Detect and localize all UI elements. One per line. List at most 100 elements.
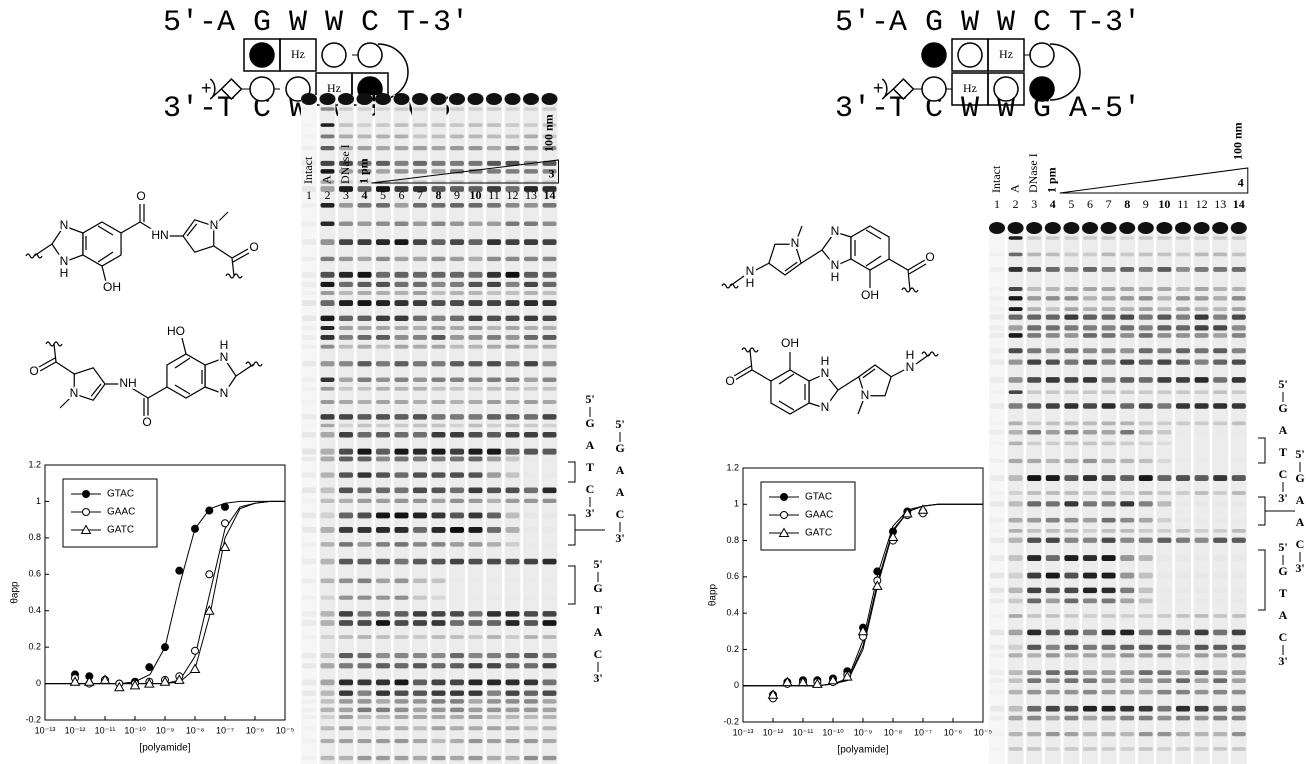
lane-number: 7 [417, 188, 423, 202]
gel-band [1120, 716, 1134, 721]
gel-band [990, 716, 1004, 721]
gel-band [1064, 678, 1078, 683]
gel-band [1195, 442, 1209, 446]
gel-band [432, 146, 446, 150]
gel-band [469, 635, 483, 639]
gel-band [376, 146, 390, 150]
gel-band [413, 691, 427, 696]
gel-band [487, 272, 501, 278]
gel-band [1232, 296, 1246, 300]
gel-band [1064, 491, 1078, 495]
gel-band [1009, 518, 1023, 523]
gel-band [1139, 236, 1153, 239]
gel-band [432, 239, 446, 245]
gel-band [1213, 716, 1227, 721]
gel-band [376, 361, 390, 366]
gel-band [450, 203, 464, 208]
gel-well [412, 93, 428, 105]
gel-band [450, 487, 464, 493]
gel-band [524, 414, 538, 419]
gel-band [358, 300, 372, 306]
lane-number: 4 [1050, 197, 1056, 211]
atom-label: OH [103, 280, 121, 294]
gel-band [321, 635, 335, 639]
gel-band [339, 611, 353, 616]
gel-band [395, 756, 409, 760]
lane-number: 12 [507, 188, 519, 202]
gel-band [506, 239, 520, 245]
gel-band [432, 424, 446, 428]
gel-band [506, 123, 520, 127]
gel-band [1176, 325, 1190, 330]
bond [785, 262, 797, 271]
gel-band [339, 291, 353, 295]
gel-band [506, 335, 520, 340]
site-bracket [1258, 438, 1265, 463]
gel-band [1176, 573, 1190, 579]
gel-band [376, 291, 390, 295]
atom-label: HO [167, 324, 185, 338]
data-point [874, 568, 881, 575]
gel-band [1232, 325, 1246, 330]
legend-label: GTAC [805, 492, 832, 503]
bond [801, 250, 822, 263]
data-point [192, 525, 199, 532]
y-tick-label: 0.6 [28, 569, 41, 579]
gel-band [1046, 732, 1060, 736]
lane-number: 7 [1106, 197, 1112, 211]
gel-band [487, 635, 501, 639]
gel-well [1119, 222, 1135, 234]
site-base: 5' [1278, 540, 1287, 554]
gel-band [339, 512, 353, 518]
gel-band [1009, 442, 1023, 446]
gel-band [1027, 747, 1041, 751]
gel-band [1009, 645, 1023, 650]
site-base: 3' [1295, 561, 1304, 575]
gel-band [543, 222, 557, 226]
gel-band [376, 161, 390, 166]
atom-label: N [70, 386, 79, 400]
site-base: C [1279, 467, 1288, 481]
gel-band [1232, 442, 1246, 446]
charge: + [873, 78, 884, 98]
gel-band [450, 361, 464, 366]
gel-band [321, 335, 335, 340]
gel-band [1102, 377, 1116, 383]
gel-band [339, 432, 353, 437]
gel-band [990, 706, 1004, 712]
gel-band [524, 222, 538, 226]
legend-label: GATC [805, 528, 832, 539]
gel-band [1027, 333, 1041, 338]
gel-band [358, 257, 372, 261]
gel-band [413, 123, 427, 127]
gel-band [1064, 307, 1078, 311]
gel-band [1195, 307, 1209, 311]
gel-band [1213, 359, 1227, 364]
gel-band [506, 456, 520, 461]
gel-band [376, 487, 390, 493]
gel-band [432, 361, 446, 366]
gel-band [450, 542, 464, 547]
gel-band [1157, 630, 1171, 636]
gel-band [990, 253, 1004, 257]
gel-band [1213, 491, 1227, 495]
bond [838, 377, 859, 390]
gel-band [1102, 442, 1116, 446]
gel-band [543, 726, 557, 730]
gel-band [450, 512, 464, 518]
gel-well [1231, 222, 1247, 234]
gel-band [524, 335, 538, 340]
gel-band [1176, 588, 1190, 594]
y-axis-label: θapp [708, 583, 719, 606]
gel-band [376, 699, 390, 704]
gel-band [1157, 501, 1171, 506]
gel-band [302, 663, 316, 668]
site-base: A [586, 438, 595, 452]
gel-band [1139, 390, 1153, 394]
gel-band [506, 663, 520, 668]
gel-band [1046, 421, 1060, 425]
wavy-bond [26, 254, 42, 258]
gel-band [413, 378, 427, 382]
gel-band [1232, 588, 1246, 594]
gel-band [990, 348, 1004, 353]
